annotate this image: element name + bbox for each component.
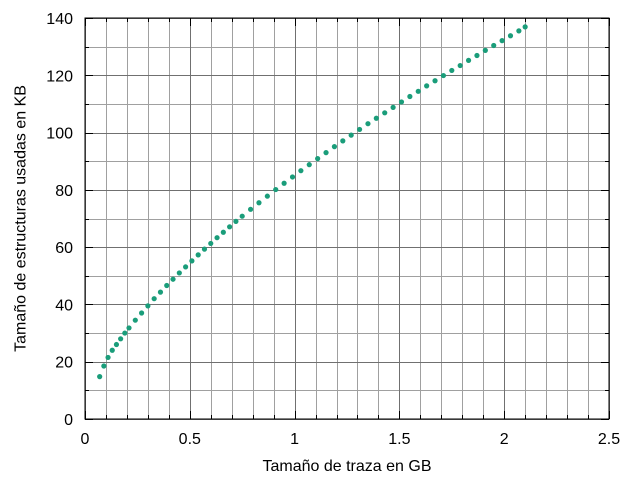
data-point [220,229,226,235]
data-point [482,47,488,53]
x-tick-label: 2.5 [598,431,620,448]
data-point [164,282,170,289]
data-point [97,374,103,380]
y-axis-label: Tamaño de estructuras usadas en KB [13,85,30,352]
data-point [516,28,522,34]
y-tick-label: 20 [55,355,73,372]
data-point [109,347,115,353]
data-point [457,62,463,69]
x-axis-tick-labels: 0 0.5 1 1.5 2 2.5 [81,431,621,448]
data-point [132,317,138,323]
data-point [522,24,528,30]
data-point [126,325,132,331]
x-tick-label: 2 [500,431,509,448]
data-point [382,110,388,116]
x-tick-label: 0.5 [179,431,201,448]
data-point [465,57,472,63]
data-point [356,126,363,133]
data-point [145,303,151,309]
data-point [247,206,254,212]
data-point [157,289,164,295]
data-point [449,67,455,74]
data-point [491,42,497,49]
data-point [170,276,176,282]
data-point [201,246,208,252]
data-point [176,270,182,276]
y-tick-label: 120 [46,68,73,85]
x-tick-label: 0 [81,431,90,448]
data-point [424,83,430,89]
data-point [306,162,312,168]
data-point [189,258,195,264]
axis-ticks [85,18,610,420]
minor-grid [85,18,610,420]
data-point [331,144,338,150]
data-point [323,150,329,156]
data-point [499,38,505,44]
data-point [105,354,111,361]
data-point [315,156,321,162]
data-point [298,168,304,174]
data-point [273,186,279,193]
y-axis-tick-labels: 0 20 40 60 80 100 120 140 [46,11,73,429]
data-point [256,200,262,206]
data-point [432,78,438,84]
data-point [183,264,189,270]
data-point [214,235,220,241]
data-point [373,115,379,121]
data-point [151,296,157,302]
data-series [97,24,528,380]
data-point [227,224,233,230]
data-point [281,180,287,186]
data-point [233,218,239,224]
data-point [398,99,405,105]
data-point [440,72,447,79]
y-tick-label: 60 [55,240,73,257]
y-tick-label: 0 [64,412,73,429]
x-tick-label: 1 [290,431,299,448]
data-point [348,132,354,138]
x-axis-label: Tamaño de traza en GB [263,458,432,475]
data-point [195,252,201,258]
data-point [113,341,120,348]
plot-area [84,17,610,420]
data-point [118,336,124,342]
data-point [474,52,480,59]
major-grid [85,18,610,420]
data-point [507,33,514,39]
y-tick-label: 80 [55,183,73,200]
y-tick-label: 140 [46,11,73,28]
data-point [407,93,413,100]
data-point [289,174,296,180]
data-point [138,310,145,316]
data-point [365,121,371,127]
data-point [208,240,214,247]
data-point [264,193,270,199]
data-point [340,138,346,144]
data-point [239,213,245,219]
data-point [122,330,128,336]
y-tick-label: 100 [46,126,73,143]
data-point [390,104,396,110]
data-point [415,88,421,94]
data-point [101,363,107,369]
x-tick-label: 1.5 [388,431,410,448]
y-tick-label: 40 [55,297,73,314]
